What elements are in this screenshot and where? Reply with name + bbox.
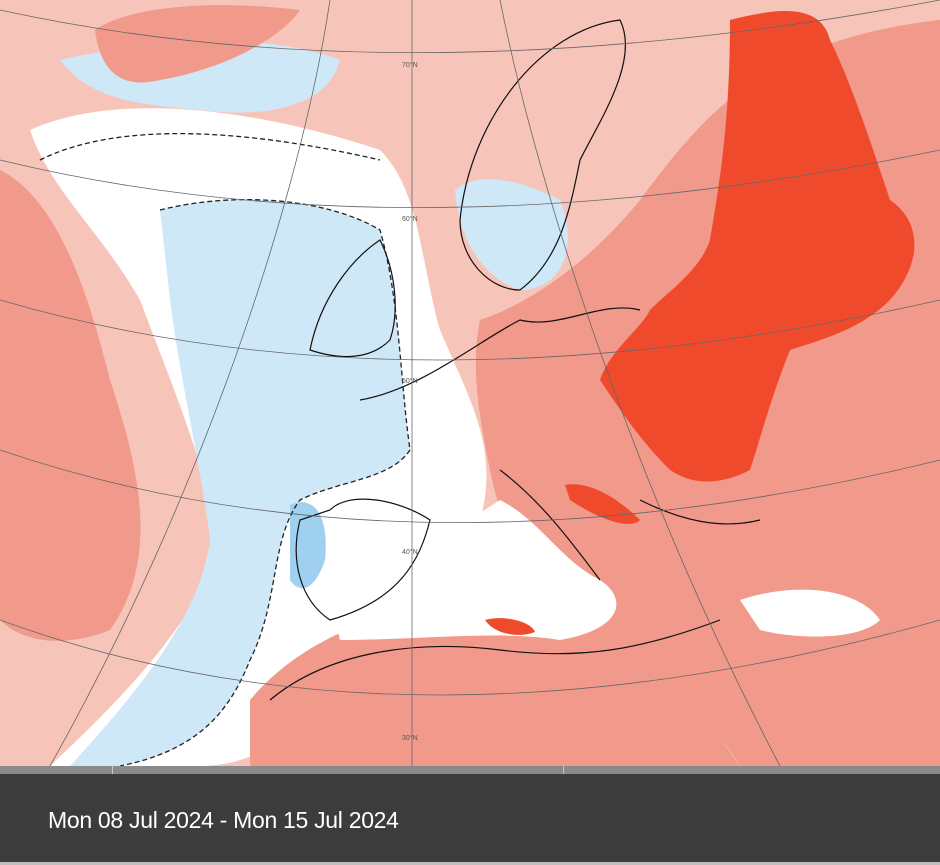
atlantic-cool-area xyxy=(70,199,410,766)
timeline-slider[interactable] xyxy=(0,766,940,774)
latitude-label-50n: 50°N xyxy=(402,377,418,385)
east-med-near-normal xyxy=(740,589,880,637)
timeline-tick xyxy=(112,766,113,774)
latitude-label-70n: 70°N xyxy=(402,61,418,69)
atlantic-warm-area xyxy=(0,170,141,641)
latitude-label-40n: 40°N xyxy=(402,548,418,556)
latitude-label-60n: 60°N xyxy=(402,215,418,223)
latitude-label-30n: 30°N xyxy=(402,734,418,742)
eastern-europe-strong-warm-area xyxy=(600,11,915,482)
temperature-anomaly-map: 70°N 60°N 50°N 40°N 30°N xyxy=(0,0,940,766)
date-range-label: Mon 08 Jul 2024 - Mon 15 Jul 2024 xyxy=(48,807,399,833)
greenland-warm-area xyxy=(95,5,300,83)
coastline xyxy=(269,19,761,701)
timeline-tick xyxy=(563,766,564,774)
africa-strong-warm-spot xyxy=(485,618,535,635)
mediterranean-near-normal xyxy=(330,500,617,640)
graticule xyxy=(0,0,940,766)
zero-anomaly-contour xyxy=(39,132,411,766)
caption-bar: Mon 08 Jul 2024 - Mon 15 Jul 2024 xyxy=(0,774,940,862)
bottom-border xyxy=(0,862,940,865)
north-africa-warm-area xyxy=(250,598,740,766)
italy-strong-warm-area xyxy=(565,484,640,524)
